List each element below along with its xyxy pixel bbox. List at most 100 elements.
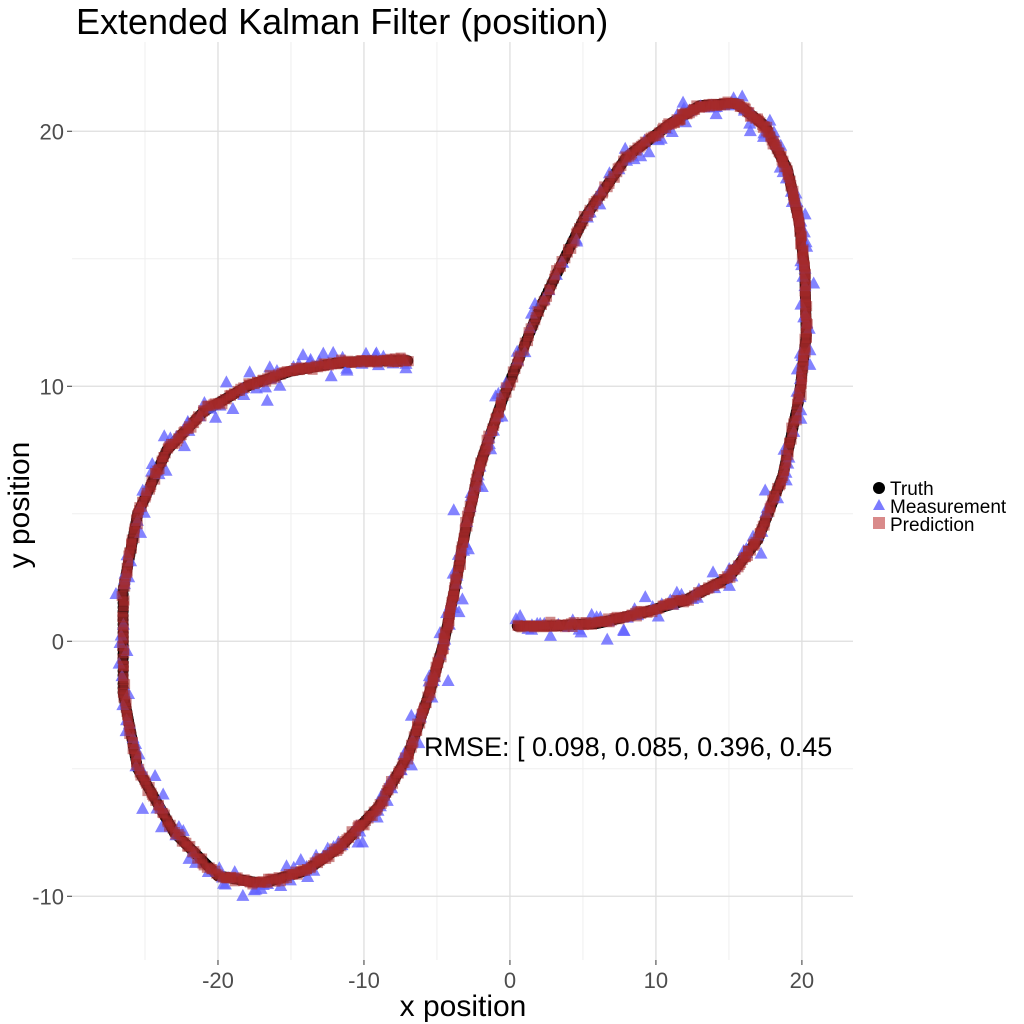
- prediction-point: [154, 463, 165, 474]
- measurement-point: [294, 852, 308, 865]
- prediction-point: [791, 407, 802, 418]
- prediction-point: [118, 621, 129, 632]
- prediction-point: [379, 790, 390, 801]
- measurement-point: [301, 870, 315, 883]
- legend-measurement-key: [873, 499, 885, 510]
- grid: [72, 42, 853, 960]
- x-tick-label: -20: [202, 968, 234, 993]
- measurement-series: [109, 89, 821, 901]
- truth-series: [117, 97, 812, 889]
- prediction-point: [142, 786, 153, 797]
- measurement-point: [177, 439, 191, 452]
- prediction-point: [618, 155, 629, 166]
- prediction-point: [778, 471, 789, 482]
- legend-measurement-label: Measurement: [890, 497, 1007, 518]
- prediction-point: [162, 815, 173, 826]
- prediction-point: [801, 333, 812, 344]
- measurement-point: [543, 628, 557, 641]
- prediction-point: [127, 744, 138, 755]
- prediction-point: [745, 545, 756, 556]
- prediction-point: [439, 635, 450, 646]
- measurement-point: [148, 769, 162, 782]
- prediction-point: [117, 606, 128, 617]
- measurement-point: [447, 503, 461, 516]
- prediction-point: [117, 641, 128, 652]
- prediction-point: [549, 273, 560, 284]
- measurement-point: [404, 708, 418, 721]
- prediction-point: [800, 307, 811, 318]
- prediction-point: [408, 731, 419, 742]
- measurement-point: [209, 410, 223, 423]
- prediction-point: [464, 500, 475, 511]
- y-tick-label: 0: [52, 629, 64, 654]
- prediction-point: [192, 853, 203, 864]
- prediction-point: [150, 474, 161, 485]
- measurement-point: [513, 609, 527, 622]
- measurement-point: [642, 145, 656, 158]
- prediction-point: [556, 256, 567, 267]
- legend-prediction-label: Prediction: [890, 515, 975, 536]
- prediction-point: [536, 299, 547, 310]
- legend-truth-key: [873, 482, 885, 494]
- prediction-point: [399, 752, 410, 763]
- prediction-point: [570, 228, 581, 239]
- x-axis-title: x position: [400, 990, 527, 1023]
- measurement-point: [236, 888, 250, 901]
- measurement-point: [574, 625, 588, 638]
- prediction-point: [511, 358, 522, 369]
- prediction-series: [116, 96, 813, 890]
- prediction-point: [456, 546, 467, 557]
- legend-prediction-key: [873, 517, 885, 529]
- prediction-point: [197, 858, 208, 869]
- prediction-point: [495, 400, 506, 411]
- prediction-point: [117, 653, 128, 664]
- prediction-point: [116, 591, 127, 602]
- measurement-point: [399, 361, 413, 374]
- measurement-point: [651, 609, 665, 622]
- y-tick-label: 20: [40, 119, 64, 144]
- prediction-point: [544, 284, 555, 295]
- y-axis-title: y position: [3, 442, 36, 569]
- prediction-point: [578, 210, 589, 221]
- measurement-point: [754, 546, 768, 559]
- measurement-point: [263, 360, 277, 373]
- measurement-point: [136, 801, 150, 814]
- prediction-point: [187, 847, 198, 858]
- prediction-point: [546, 279, 557, 290]
- legend-truth-label: Truth: [890, 479, 934, 500]
- prediction-point: [117, 612, 128, 623]
- measurement-point: [743, 124, 757, 137]
- prediction-point: [800, 340, 811, 351]
- measurement-point: [243, 365, 257, 378]
- prediction-point: [118, 673, 129, 684]
- rmse-annotation: RMSE: [ 0.098, 0.085, 0.396, 0.45: [424, 732, 832, 762]
- measurement-point: [722, 578, 736, 591]
- prediction-point: [238, 876, 249, 887]
- prediction-point: [562, 247, 573, 258]
- prediction-point: [753, 533, 764, 544]
- measurement-point: [743, 116, 757, 129]
- prediction-point: [500, 382, 511, 393]
- legend: Truth Measurement Prediction: [873, 479, 1007, 536]
- prediction-point: [599, 181, 610, 192]
- x-tick-label: 0: [504, 968, 516, 993]
- y-tick-label: -10: [32, 884, 64, 909]
- measurement-point: [455, 592, 469, 605]
- prediction-point: [567, 237, 578, 248]
- measurement-point: [260, 393, 274, 406]
- measurement-point: [617, 623, 631, 636]
- measurement-point: [219, 375, 233, 388]
- measurement-point: [441, 673, 455, 686]
- measurement-point: [226, 402, 240, 415]
- y-tick-label: 10: [40, 374, 64, 399]
- prediction-point: [783, 446, 794, 457]
- prediction-point: [403, 356, 414, 367]
- prediction-point: [123, 556, 134, 567]
- measurement-point: [709, 107, 723, 120]
- x-tick-label: 20: [790, 968, 814, 993]
- prediction-point: [523, 331, 534, 342]
- measurement-point: [340, 363, 354, 376]
- x-tick-label: 10: [644, 968, 668, 993]
- measurement-point: [676, 95, 690, 108]
- prediction-point: [117, 632, 128, 643]
